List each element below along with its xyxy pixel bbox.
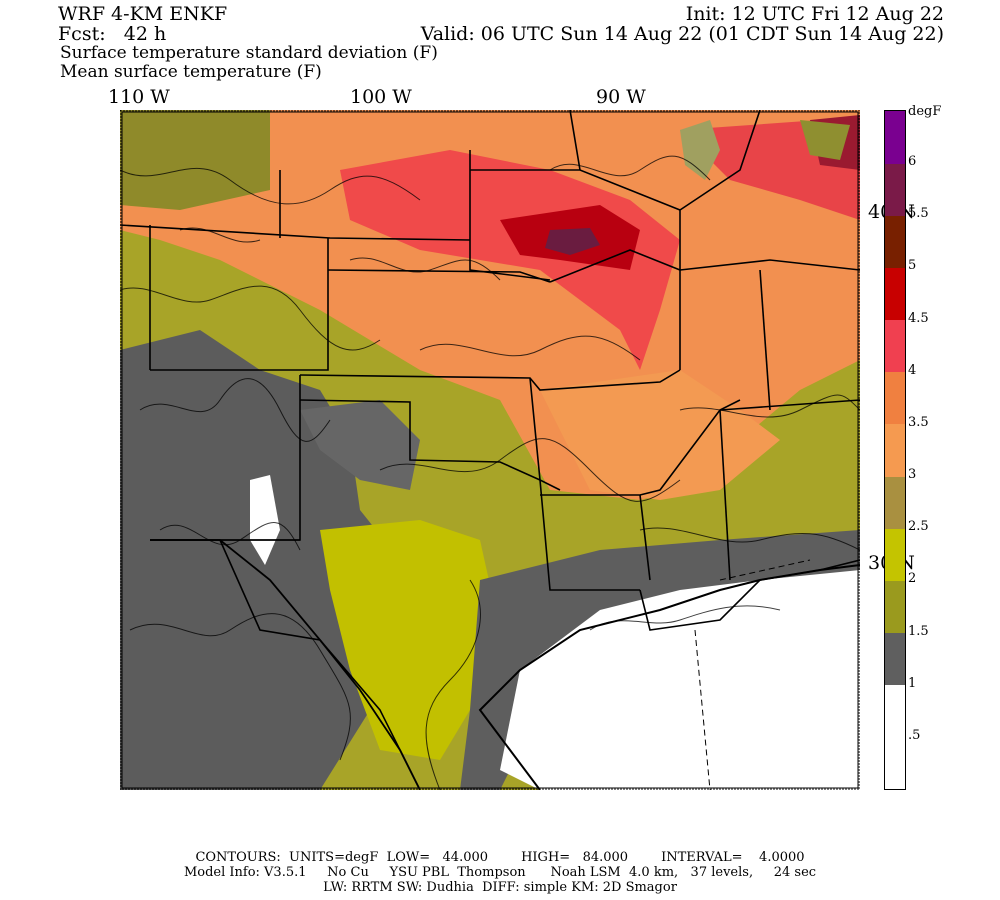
colorbar-segment: [885, 528, 905, 581]
colorbar-segment: [885, 632, 905, 686]
lon-label-90w: 90 W: [596, 86, 646, 108]
colorbar-segment: [885, 423, 905, 477]
map-frame: [120, 110, 860, 790]
lon-label-100w: 100 W: [350, 86, 412, 108]
model-title: WRF 4-KM ENKF: [58, 3, 228, 25]
region-std-1-5-plains: [300, 400, 420, 490]
colorbar-tick-label: 2: [908, 571, 917, 587]
region-std-2-nw: [120, 110, 270, 210]
colorbar-tick-label: 2.5: [908, 519, 929, 535]
colorbar-tick-label: 4: [908, 362, 917, 378]
colorbar-tick-label: 5.5: [908, 206, 929, 222]
colorbar-tick-label: 4.5: [908, 310, 929, 326]
colorbar-tick-label: 1.5: [908, 623, 929, 639]
colorbar-segment: [885, 684, 905, 738]
colorbar-tick-label: 6: [908, 154, 917, 170]
footer-physics: LW: RRTM SW: Dudhia DIFF: simple KM: 2D …: [323, 880, 677, 895]
colorbar-segment: [885, 215, 905, 268]
region-std-4-5: [340, 150, 680, 370]
gulf-of-mexico: [500, 570, 860, 790]
colorbar-segment: [885, 476, 905, 529]
region-std-1-5-coast: [460, 530, 860, 790]
gulf-coastline: [478, 564, 860, 790]
forecast-hour: Fcst: 42 h: [58, 23, 167, 45]
lon-label-110w: 110 W: [108, 86, 170, 108]
lake-erie: [800, 120, 850, 160]
mexico-border: [150, 539, 421, 790]
lake-michigan: [680, 120, 720, 180]
colorbar-tick-label: 5: [908, 258, 917, 274]
region-std-2-5-texas: [320, 520, 500, 760]
field-title-1: Surface temperature standard deviation (…: [60, 43, 438, 63]
colorbar-segment: [885, 163, 905, 216]
map-inner-frame: [121, 111, 859, 789]
colorbar: [884, 110, 906, 790]
region-low-std-west: [250, 475, 280, 565]
colorbar-tick-label: 3.5: [908, 414, 929, 430]
colorbar-tick-label: 1: [908, 675, 917, 691]
colorbar-tick-label: 3: [908, 467, 917, 483]
colorbar-segment: [885, 371, 905, 425]
colorbar-segment: [885, 580, 905, 634]
colorbar-unit: degF: [908, 104, 942, 119]
footer-contours: CONTOURS: UNITS=degF LOW= 44.000 HIGH= 8…: [195, 850, 805, 865]
footer-model-info: Model Info: V3.5.1 No Cu YSU PBL Thompso…: [183, 865, 817, 880]
colorbar-segment: [885, 736, 905, 790]
maritime-boundary-east: [719, 559, 811, 581]
valid-time: Valid: 06 UTC Sun 14 Aug 22 (01 CDT Sun …: [420, 23, 944, 45]
colorbar-segment: [885, 111, 905, 164]
region-std-5-5: [545, 228, 600, 255]
colorbar-tick-label: .5: [908, 727, 921, 743]
maritime-boundary: [694, 629, 711, 790]
temperature-map: [120, 110, 860, 790]
field-title-2: Mean surface temperature (F): [60, 62, 322, 82]
init-time: Init: 12 UTC Fri 12 Aug 22: [685, 3, 944, 25]
colorbar-segment: [885, 267, 905, 321]
region-std-3-5-se: [540, 370, 780, 500]
colorbar-segment: [885, 319, 905, 373]
